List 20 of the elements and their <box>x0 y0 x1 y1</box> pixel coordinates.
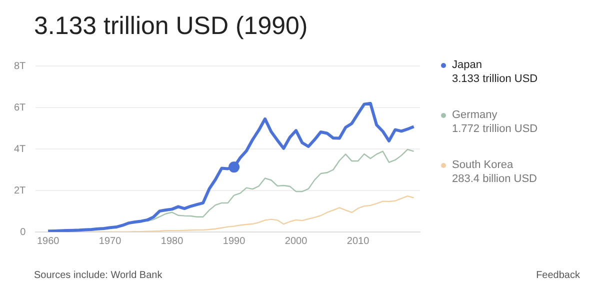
x-tick-label: 2000 <box>284 236 308 247</box>
y-tick-label: 6T <box>14 102 26 114</box>
text: 3.133 trillion USD <box>452 72 539 86</box>
source-note: Sources include: World Bank <box>34 270 162 281</box>
legend-label: South Korea <box>452 158 514 172</box>
x-tick-label: 1970 <box>98 236 122 247</box>
y-tick-label: 0 <box>20 226 26 238</box>
x-tick-label: 1960 <box>36 236 60 247</box>
y-tick-label: 8T <box>14 60 26 72</box>
text: 1.772 trillion USD <box>452 122 539 136</box>
legend-label: Japan <box>452 58 482 72</box>
y-tick-label: 4T <box>14 144 26 155</box>
legend-label: Germany <box>452 108 498 122</box>
text: Feedback <box>536 270 580 281</box>
x-tick-label: 1990 <box>222 236 246 247</box>
chart-title: 3.133 trillion USD (1990) <box>34 12 308 41</box>
y-tick-label: 2T <box>14 185 26 196</box>
text: 283.4 billion USD <box>452 172 538 186</box>
x-tick-label: 2010 <box>346 236 370 247</box>
x-tick-label: 1980 <box>160 236 184 247</box>
